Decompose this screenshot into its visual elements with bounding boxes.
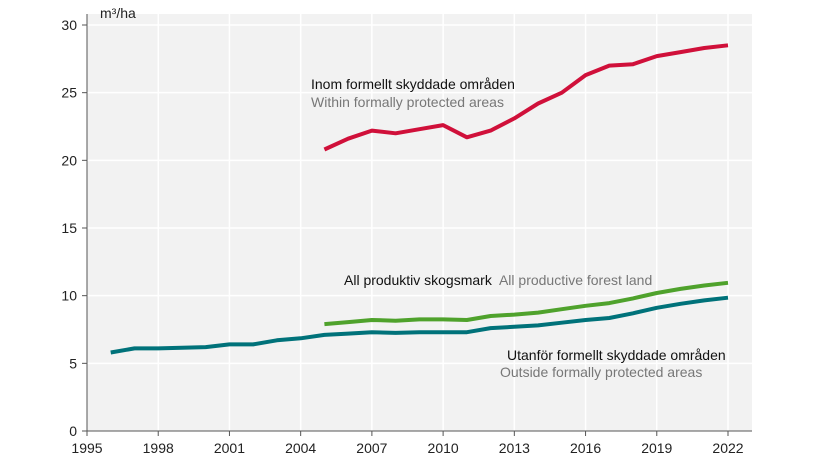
label-outside-sv: Utanför formellt skyddade områden [507,347,726,363]
y-tick-label: 25 [61,85,77,101]
series-line-outside [110,295,729,355]
y-axis-label: m³/ha [100,5,136,21]
x-tick-label: 2016 [570,440,601,456]
y-tick-label: 10 [61,288,77,304]
y-tick-label: 20 [61,152,77,168]
x-tick-label: 2001 [214,440,245,456]
x-tick-label: 2022 [712,440,743,456]
series-line-all [324,280,729,327]
x-tick-label: 2010 [428,440,459,456]
y-tick-label: 0 [69,423,77,439]
x-tick-label: 2004 [285,440,316,456]
label-all-en: All productive forest land [499,272,652,288]
y-tick-label: 5 [69,355,77,371]
plot-background [87,14,752,431]
x-tick-label: 2007 [356,440,387,456]
y-tick-label: 15 [61,220,77,236]
x-tick-label: 2019 [641,440,672,456]
x-tick-label: 2013 [499,440,530,456]
y-tick-label: 30 [61,17,77,33]
series-line-protected [323,43,729,152]
label-protected-en: Within formally protected areas [311,94,504,110]
x-tick-label: 1998 [143,440,174,456]
x-tick-label: 1995 [71,440,102,456]
label-all: All produktiv skogsmark All productive f… [344,272,652,288]
label-all-sv: All produktiv skogsmark [344,272,493,288]
label-outside-en: Outside formally protected areas [500,364,702,380]
label-protected-sv: Inom formellt skyddade områden [311,76,515,92]
